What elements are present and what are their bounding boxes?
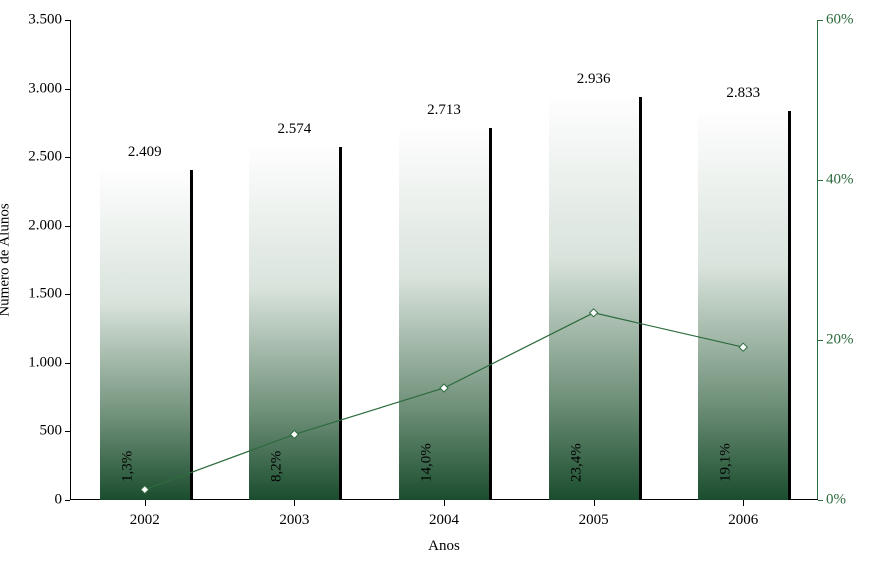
x-tick-mark — [594, 500, 595, 506]
line-marker — [440, 384, 448, 392]
y-left-tick-label: 3.000 — [28, 80, 62, 97]
line-marker — [290, 430, 298, 438]
x-tick-mark — [294, 500, 295, 506]
y-right-tick-label: 60% — [826, 12, 854, 29]
y-right-axis: 0%20%40%60% — [818, 20, 886, 500]
x-tick-mark — [743, 500, 744, 506]
y-left-tick-label: 1.500 — [28, 286, 62, 303]
y-right-tick-mark — [818, 20, 823, 21]
line-marker — [590, 309, 598, 317]
growth-line — [145, 313, 743, 490]
y-right-tick-mark — [818, 180, 823, 181]
x-axis-title: Anos — [428, 538, 460, 555]
y-left-tick-label: 3.500 — [28, 12, 62, 29]
y-left-tick-label: 2.000 — [28, 217, 62, 234]
x-tick-label: 2004 — [429, 512, 459, 529]
x-tick-label: 2002 — [130, 512, 160, 529]
chart-container: Número de Alunos 05001.0001.5002.0002.50… — [0, 0, 886, 578]
x-tick-label: 2003 — [279, 512, 309, 529]
y-right-tick-label: 20% — [826, 332, 854, 349]
y-left-tick-label: 2.500 — [28, 149, 62, 166]
x-axis: Anos 2002 2003 2004 2005 2006 — [70, 500, 818, 560]
y-right-tick-mark — [818, 500, 823, 501]
x-tick-mark — [145, 500, 146, 506]
y-right-tick-label: 0% — [826, 492, 846, 509]
x-tick-mark — [444, 500, 445, 506]
y-left-axis: 05001.0001.5002.0002.5003.0003.500 — [0, 20, 70, 500]
line-marker — [739, 343, 747, 351]
y-left-tick-label: 500 — [40, 423, 63, 440]
y-right-tick-label: 40% — [826, 172, 854, 189]
x-tick-label: 2005 — [579, 512, 609, 529]
x-tick-label: 2006 — [728, 512, 758, 529]
line-marker — [141, 486, 149, 494]
line-overlay — [70, 20, 818, 500]
plot-area: 2.4091,3%2.5748,2%2.71314,0%2.93623,4%2.… — [70, 20, 818, 500]
y-left-tick-label: 1.000 — [28, 354, 62, 371]
y-left-tick-label: 0 — [55, 492, 63, 509]
y-right-tick-mark — [818, 340, 823, 341]
